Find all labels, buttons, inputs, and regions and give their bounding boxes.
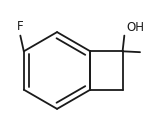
Text: F: F bbox=[17, 20, 24, 33]
Text: OH: OH bbox=[126, 21, 144, 34]
